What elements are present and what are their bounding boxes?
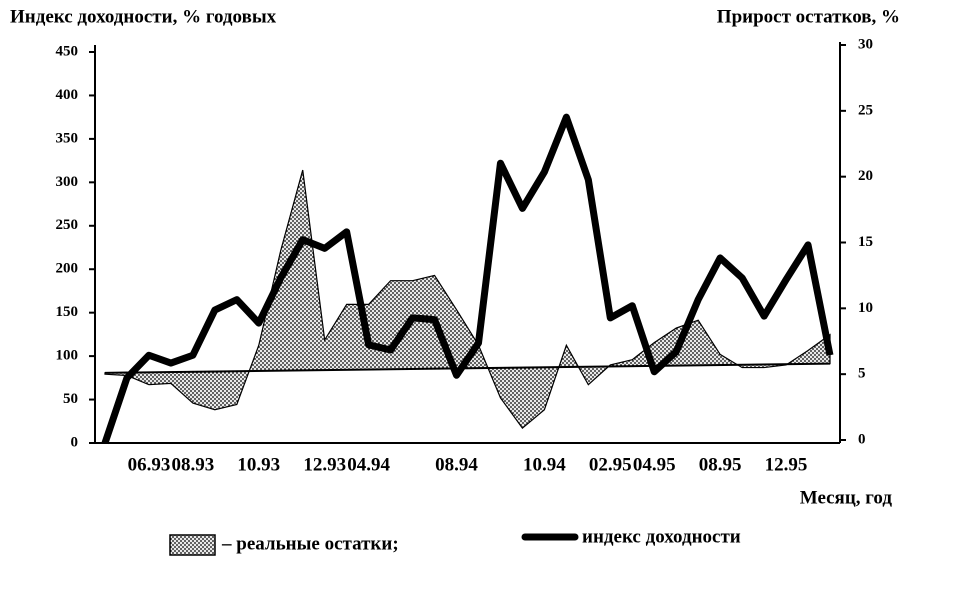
x-tick-label: 10.94 [523, 454, 566, 475]
y-tick-label: 400 [56, 87, 79, 103]
x-tick-label: 10.93 [237, 454, 280, 475]
y2-tick-label: 25 [858, 102, 873, 118]
legend-swatch [169, 534, 216, 556]
y-tick-label: 50 [63, 391, 78, 407]
y2-tick-label: 20 [858, 168, 873, 184]
y-tick-label: 450 [56, 43, 79, 59]
legend-label: индекс доходности [582, 526, 741, 547]
x-tick-label: 12.95 [765, 454, 808, 475]
x-tick-label: 12.93 [303, 454, 346, 475]
x-tick-label: 02.95 [589, 454, 632, 475]
x-tick-label: 04.94 [347, 454, 390, 475]
x-tick-label: 06.93 [128, 454, 171, 475]
x-tick-label: 08.95 [699, 454, 742, 475]
y-tick-label: 200 [56, 261, 79, 277]
y-tick-label: 250 [56, 217, 79, 233]
y-tick-label: 350 [56, 130, 79, 146]
line [101, 113, 834, 445]
y2-tick-label: 30 [858, 36, 873, 52]
y-axis-title: Индекс доходности, % годовых [10, 6, 277, 27]
y2-tick-label: 10 [858, 300, 873, 316]
baseline [104, 362, 831, 374]
y-tick-label: 150 [56, 304, 79, 320]
x-tick-label: 08.94 [435, 454, 478, 475]
area [104, 169, 831, 430]
y2-axis-title: Прирост остатков, % [717, 6, 900, 27]
y-tick-label: 300 [56, 174, 79, 190]
y2-tick-label: 15 [858, 234, 873, 250]
x-tick-label: 04.95 [633, 454, 676, 475]
legend-label: – реальные остатки; [221, 533, 399, 554]
y-tick-label: 0 [71, 434, 79, 450]
x-axis-title: Месяц, год [800, 487, 893, 508]
y2-tick-label: 5 [858, 366, 866, 382]
y-tick-label: 100 [56, 348, 79, 364]
y2-tick-label: 0 [858, 431, 866, 447]
x-tick-label: 08.93 [172, 454, 215, 475]
